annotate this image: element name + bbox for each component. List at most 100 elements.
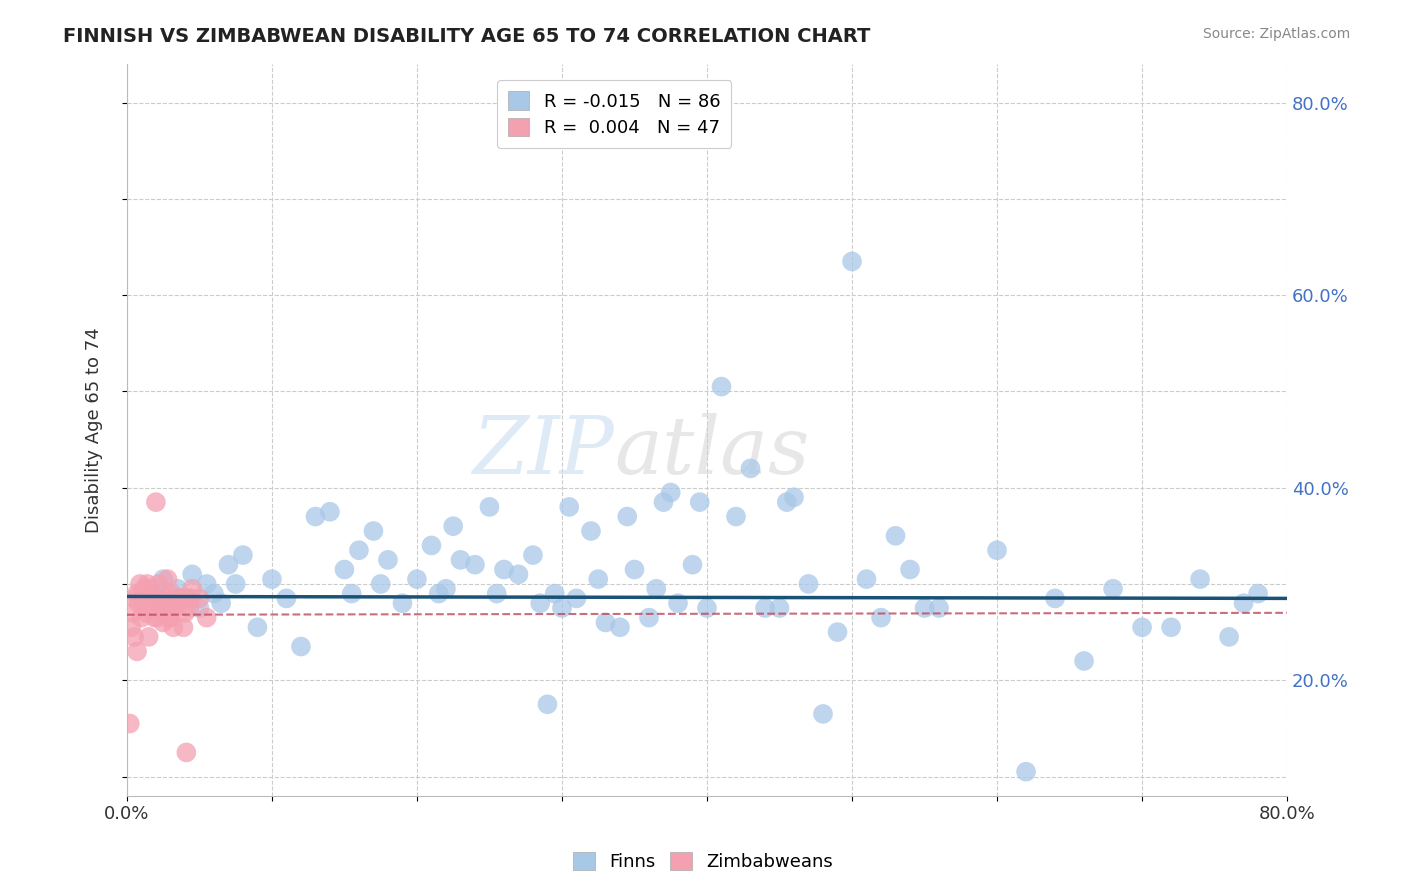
Point bbox=[406, 572, 429, 586]
Point bbox=[152, 572, 174, 586]
Point bbox=[157, 610, 180, 624]
Point bbox=[180, 591, 202, 606]
Point bbox=[595, 615, 617, 630]
Point bbox=[160, 586, 183, 600]
Point bbox=[217, 558, 239, 572]
Point bbox=[149, 601, 172, 615]
Point bbox=[768, 601, 790, 615]
Point bbox=[172, 620, 194, 634]
Point bbox=[464, 558, 486, 572]
Point bbox=[508, 567, 530, 582]
Point bbox=[167, 591, 190, 606]
Point bbox=[202, 586, 225, 600]
Point bbox=[150, 601, 173, 615]
Point bbox=[136, 577, 159, 591]
Point bbox=[134, 582, 156, 596]
Point bbox=[645, 582, 668, 596]
Point bbox=[363, 524, 385, 538]
Point bbox=[696, 601, 718, 615]
Point bbox=[155, 591, 177, 606]
Point bbox=[565, 591, 588, 606]
Point bbox=[166, 596, 188, 610]
Point bbox=[174, 591, 197, 606]
Point bbox=[928, 601, 950, 615]
Point bbox=[340, 586, 363, 600]
Point bbox=[121, 606, 143, 620]
Point bbox=[884, 529, 907, 543]
Point bbox=[146, 610, 169, 624]
Point bbox=[536, 698, 558, 712]
Point bbox=[156, 572, 179, 586]
Point bbox=[529, 596, 551, 610]
Point bbox=[623, 562, 645, 576]
Point bbox=[391, 596, 413, 610]
Point bbox=[135, 606, 157, 620]
Point bbox=[148, 577, 170, 591]
Point bbox=[986, 543, 1008, 558]
Point bbox=[478, 500, 501, 514]
Legend: R = -0.015   N = 86, R =  0.004   N = 47: R = -0.015 N = 86, R = 0.004 N = 47 bbox=[496, 80, 731, 148]
Point bbox=[586, 572, 609, 586]
Point bbox=[616, 509, 638, 524]
Point bbox=[609, 620, 631, 634]
Point bbox=[710, 379, 733, 393]
Point bbox=[143, 610, 166, 624]
Point bbox=[159, 610, 181, 624]
Point bbox=[1015, 764, 1038, 779]
Text: FINNISH VS ZIMBABWEAN DISABILITY AGE 65 TO 74 CORRELATION CHART: FINNISH VS ZIMBABWEAN DISABILITY AGE 65 … bbox=[63, 27, 870, 45]
Point bbox=[659, 485, 682, 500]
Point bbox=[162, 620, 184, 634]
Point bbox=[142, 601, 165, 615]
Point bbox=[153, 591, 176, 606]
Point bbox=[145, 586, 167, 600]
Text: Source: ZipAtlas.com: Source: ZipAtlas.com bbox=[1202, 27, 1350, 41]
Point bbox=[169, 591, 191, 606]
Point bbox=[232, 548, 254, 562]
Point bbox=[319, 505, 342, 519]
Point bbox=[370, 577, 392, 591]
Point bbox=[827, 625, 849, 640]
Point bbox=[138, 630, 160, 644]
Point bbox=[246, 620, 269, 634]
Point bbox=[195, 577, 218, 591]
Point bbox=[689, 495, 711, 509]
Point bbox=[260, 572, 283, 586]
Point bbox=[427, 586, 450, 600]
Point bbox=[181, 582, 204, 596]
Point bbox=[179, 601, 201, 615]
Point bbox=[579, 524, 602, 538]
Point bbox=[652, 495, 675, 509]
Point bbox=[188, 591, 211, 606]
Point bbox=[304, 509, 326, 524]
Point bbox=[125, 586, 148, 600]
Point bbox=[131, 610, 153, 624]
Point bbox=[1232, 596, 1254, 610]
Point bbox=[441, 519, 464, 533]
Point bbox=[898, 562, 921, 576]
Legend: Finns, Zimbabweans: Finns, Zimbabweans bbox=[567, 845, 839, 879]
Point bbox=[797, 577, 820, 591]
Point bbox=[141, 591, 163, 606]
Point bbox=[159, 596, 181, 610]
Point bbox=[434, 582, 457, 596]
Point bbox=[420, 538, 443, 552]
Point bbox=[188, 601, 211, 615]
Point bbox=[485, 586, 508, 600]
Point bbox=[740, 461, 762, 475]
Point bbox=[125, 644, 148, 658]
Point bbox=[682, 558, 704, 572]
Text: ZIP: ZIP bbox=[472, 413, 614, 491]
Point bbox=[145, 495, 167, 509]
Point bbox=[449, 553, 471, 567]
Point bbox=[544, 586, 567, 600]
Point bbox=[1043, 591, 1066, 606]
Point bbox=[166, 582, 188, 596]
Point bbox=[139, 582, 162, 596]
Point bbox=[776, 495, 799, 509]
Point bbox=[666, 596, 689, 610]
Point bbox=[181, 567, 204, 582]
Point bbox=[492, 562, 515, 576]
Point bbox=[1102, 582, 1125, 596]
Point bbox=[174, 606, 197, 620]
Point bbox=[176, 746, 198, 760]
